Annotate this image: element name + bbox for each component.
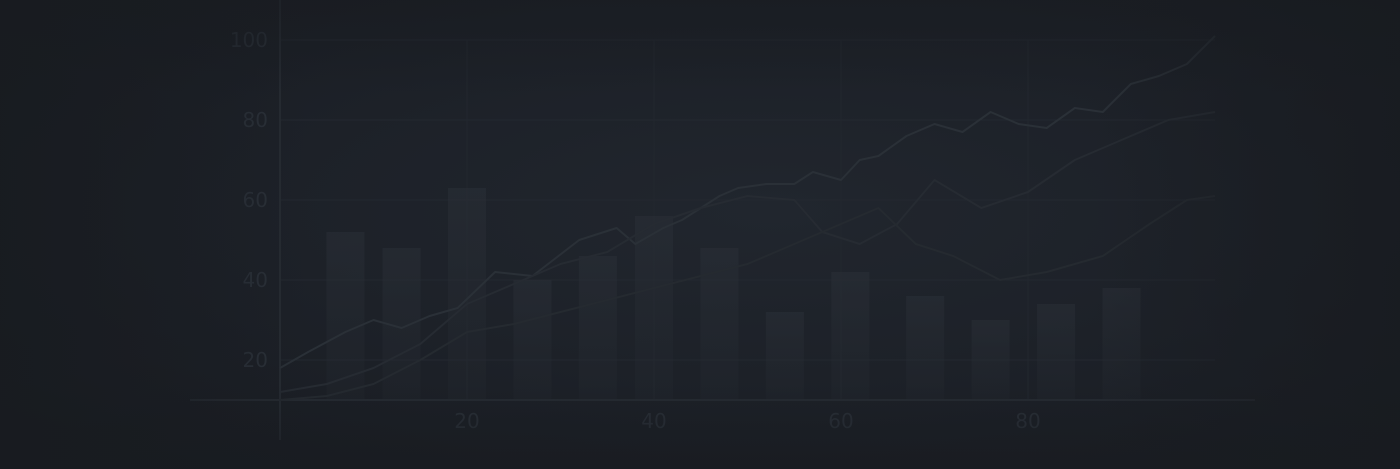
y-tick-label: 60 [243, 188, 268, 212]
bar [448, 188, 486, 400]
bar [326, 232, 365, 400]
bar [635, 216, 673, 400]
bar [971, 320, 1010, 400]
x-axis-ticks: 20 40 60 80 [454, 409, 1040, 433]
x-tick-label: 80 [1015, 409, 1040, 433]
bar [906, 296, 945, 400]
background-bars [326, 188, 1141, 400]
bar [1037, 304, 1076, 400]
bar [1102, 288, 1141, 400]
bar [578, 256, 617, 400]
y-axis-ticks: 20 40 60 80 100 [230, 28, 268, 372]
y-tick-label: 20 [243, 348, 268, 372]
y-tick-label: 40 [243, 268, 268, 292]
x-tick-label: 40 [641, 409, 666, 433]
y-tick-label: 100 [230, 28, 268, 52]
y-tick-label: 80 [243, 108, 268, 132]
bar [831, 272, 870, 400]
bar [765, 312, 804, 400]
x-tick-label: 20 [454, 409, 479, 433]
x-tick-label: 60 [828, 409, 853, 433]
bar [513, 280, 552, 400]
